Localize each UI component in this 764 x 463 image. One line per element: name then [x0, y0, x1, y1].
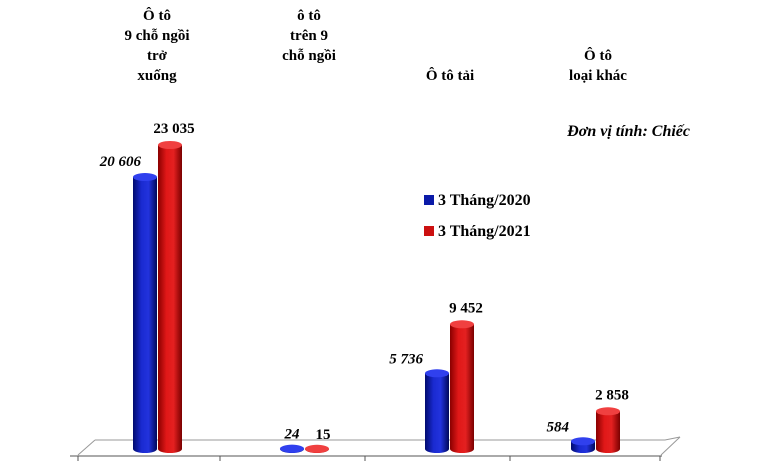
category-labels: Ô tô 9 chỗ ngồi trở xuống ô tô trên 9 chỗ ngồi…: [124, 7, 627, 84]
floor-left-edge: [77, 439, 96, 456]
bar: [280, 444, 304, 453]
bar-body: [450, 324, 474, 453]
legend: 3 Tháng/2020 3 Tháng/2021: [424, 192, 531, 240]
category-label: 9 chỗ ngồi: [124, 28, 189, 44]
bar: [596, 407, 620, 453]
bar-top: [133, 173, 157, 182]
chart-floor: [70, 436, 681, 461]
category-label: ô tô: [297, 8, 321, 24]
category-label: loại khác: [569, 68, 627, 84]
legend-label: 3 Tháng/2021: [438, 223, 531, 240]
legend-item: 3 Tháng/2021: [424, 223, 531, 240]
legend-item: 3 Tháng/2020: [424, 192, 531, 209]
legend-label: 3 Tháng/2020: [438, 192, 531, 209]
bar-body: [596, 411, 620, 453]
category-label: trên 9: [290, 28, 328, 44]
data-label: 5 736: [389, 351, 423, 367]
data-label: 2 858: [595, 387, 629, 403]
bar: [425, 369, 449, 453]
data-label: 24: [284, 427, 301, 443]
bar: [133, 173, 157, 453]
data-label: 23 035: [153, 121, 194, 137]
data-label: 584: [547, 419, 570, 435]
bar: [450, 320, 474, 453]
bar: [571, 437, 595, 453]
value-labels: 20 606 24 5 736 584 23 035 15 9 452 2 858: [99, 121, 629, 443]
category-label: Ô tô: [584, 47, 612, 64]
bar-top: [425, 369, 449, 378]
category-label: Ô tô: [143, 7, 171, 24]
category-label: xuống: [137, 68, 177, 84]
bar: [158, 141, 182, 453]
bar-top: [305, 444, 329, 453]
data-label: 9 452: [449, 300, 483, 316]
bar-top: [596, 407, 620, 416]
bar-top: [571, 437, 595, 446]
bar-body: [425, 373, 449, 453]
bar-body: [158, 145, 182, 453]
bar-top: [280, 444, 304, 453]
category-label: chỗ ngồi: [282, 48, 336, 64]
legend-swatch: [424, 226, 434, 236]
category-label: Ô tô tải: [426, 67, 474, 84]
unit-note: Đơn vị tính: Chiếc: [566, 123, 690, 140]
category-label: trở: [147, 48, 168, 64]
bar-top: [450, 320, 474, 329]
bars: [133, 141, 620, 453]
bar: [305, 444, 329, 453]
bar-top: [158, 141, 182, 149]
bar-body: [133, 177, 157, 453]
floor-right-edge: [660, 436, 681, 456]
floor-back-edge: [95, 436, 681, 441]
legend-swatch: [424, 195, 434, 205]
data-label: 15: [316, 427, 331, 443]
data-label: 20 606: [99, 154, 142, 170]
